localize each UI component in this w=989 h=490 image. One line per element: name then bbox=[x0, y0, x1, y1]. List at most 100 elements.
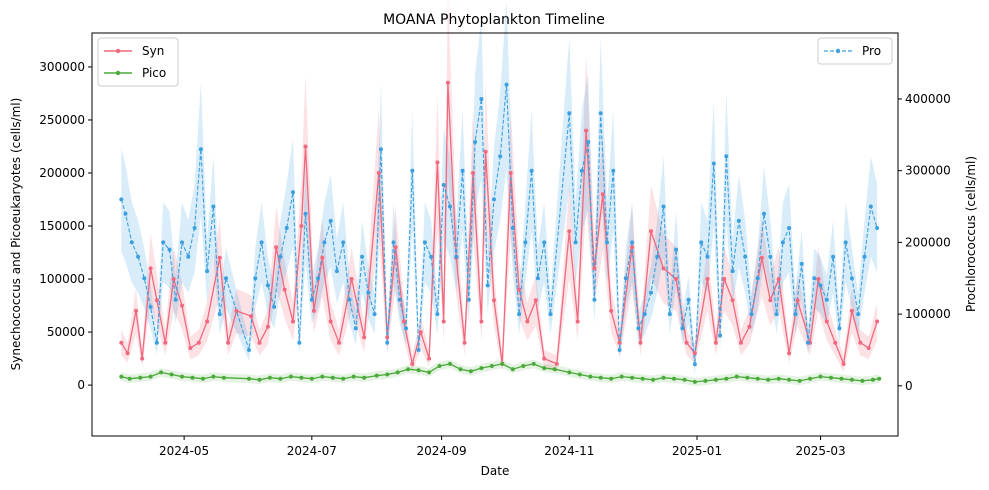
syn-point bbox=[427, 356, 432, 361]
pro-point bbox=[831, 254, 836, 259]
pico-point bbox=[362, 375, 367, 380]
pro-point bbox=[579, 168, 584, 173]
syn-point bbox=[567, 229, 572, 234]
syn-point bbox=[849, 308, 854, 313]
pico-point bbox=[138, 375, 143, 380]
pro-point bbox=[730, 269, 735, 274]
pro-point bbox=[404, 326, 408, 331]
pro-point bbox=[611, 168, 616, 173]
syn-point bbox=[410, 361, 415, 366]
pro-point bbox=[129, 240, 134, 245]
pico-point bbox=[309, 376, 314, 381]
pico-point bbox=[567, 370, 572, 375]
syn-point bbox=[171, 277, 176, 281]
pico-point bbox=[299, 375, 304, 380]
pro-point bbox=[780, 240, 785, 245]
syn-point bbox=[125, 351, 130, 356]
pro-point bbox=[309, 297, 314, 302]
x-axis-label: Date bbox=[481, 464, 510, 478]
syn-point bbox=[337, 340, 341, 345]
pico-point bbox=[468, 369, 473, 374]
pro-point bbox=[705, 254, 710, 259]
pico-point bbox=[416, 368, 421, 373]
x-tick-label: 2025-01 bbox=[672, 444, 722, 458]
pro-point bbox=[272, 304, 277, 309]
y-right-tick-label: 200000 bbox=[905, 235, 951, 249]
syn-point bbox=[234, 308, 239, 313]
pro-point bbox=[875, 226, 880, 230]
syn-point bbox=[795, 298, 800, 303]
pico-point bbox=[521, 364, 526, 368]
y-left-axis-ticks: 0 50000 100000 150000 200000 250000 300000 bbox=[39, 60, 92, 392]
pico-point bbox=[267, 375, 272, 380]
pico-point bbox=[724, 376, 729, 381]
pro-point bbox=[211, 204, 216, 209]
plot-frame bbox=[91, 32, 899, 437]
pico-point bbox=[818, 374, 823, 379]
pro-point bbox=[699, 240, 704, 245]
syn-point bbox=[311, 308, 316, 313]
syn-point bbox=[492, 298, 496, 303]
pro-point bbox=[598, 111, 603, 116]
y-right-tick-label: 400000 bbox=[905, 92, 951, 106]
pro-point bbox=[466, 297, 471, 302]
syn-point bbox=[435, 160, 440, 165]
pro-point bbox=[410, 168, 415, 173]
pro-point bbox=[429, 254, 434, 259]
syn-point bbox=[226, 340, 231, 345]
y-left-tick-label: 150000 bbox=[39, 219, 85, 233]
pro-point bbox=[762, 211, 766, 216]
pro-point bbox=[347, 297, 352, 302]
syn-point bbox=[441, 319, 446, 324]
syn-point bbox=[217, 255, 222, 260]
pro-point bbox=[818, 283, 823, 288]
pro-point bbox=[416, 348, 421, 352]
pico-point bbox=[320, 374, 325, 379]
syn-point bbox=[841, 361, 846, 366]
syn-point bbox=[768, 298, 773, 303]
pico-point bbox=[703, 378, 708, 383]
syn-point bbox=[385, 335, 390, 340]
pro-point bbox=[123, 211, 128, 216]
pro-point bbox=[498, 154, 503, 159]
syn-point bbox=[134, 308, 138, 313]
pro-point bbox=[422, 240, 427, 245]
syn-point bbox=[291, 319, 295, 324]
pro-point bbox=[812, 276, 817, 281]
pico-point bbox=[257, 377, 262, 382]
pro-point bbox=[592, 297, 597, 302]
pro-point bbox=[136, 254, 141, 259]
syn-point bbox=[730, 298, 735, 303]
syn-point bbox=[249, 314, 254, 319]
syn-point bbox=[542, 356, 547, 361]
pico-point bbox=[148, 374, 153, 379]
pico-point bbox=[221, 375, 226, 380]
syn-point bbox=[866, 346, 871, 350]
y-left-tick-label: 50000 bbox=[47, 325, 85, 339]
pro-point bbox=[567, 111, 572, 116]
syn-point bbox=[776, 277, 781, 281]
pro-point bbox=[774, 312, 779, 317]
pico-point bbox=[609, 376, 614, 381]
pico-point bbox=[278, 376, 283, 381]
pico-point bbox=[849, 377, 854, 382]
pico-point bbox=[651, 377, 656, 382]
pico-point bbox=[427, 370, 432, 375]
pro-point bbox=[192, 226, 197, 230]
pro-point bbox=[649, 290, 653, 295]
pro-point bbox=[667, 312, 672, 317]
pro-point bbox=[793, 312, 798, 317]
pro-point bbox=[510, 226, 515, 230]
pro-point bbox=[435, 312, 440, 317]
syn-point bbox=[525, 319, 530, 324]
syn-point bbox=[661, 266, 666, 271]
x-tick-label: 2024-05 bbox=[159, 444, 209, 458]
syn-point bbox=[299, 224, 304, 228]
syn-point bbox=[787, 351, 792, 356]
pico-point bbox=[682, 377, 687, 382]
legend-syn-label: Syn bbox=[142, 44, 164, 58]
pro-point bbox=[617, 348, 622, 352]
pico-point bbox=[808, 376, 813, 381]
pico-point bbox=[448, 361, 452, 366]
pico-point bbox=[458, 367, 463, 372]
